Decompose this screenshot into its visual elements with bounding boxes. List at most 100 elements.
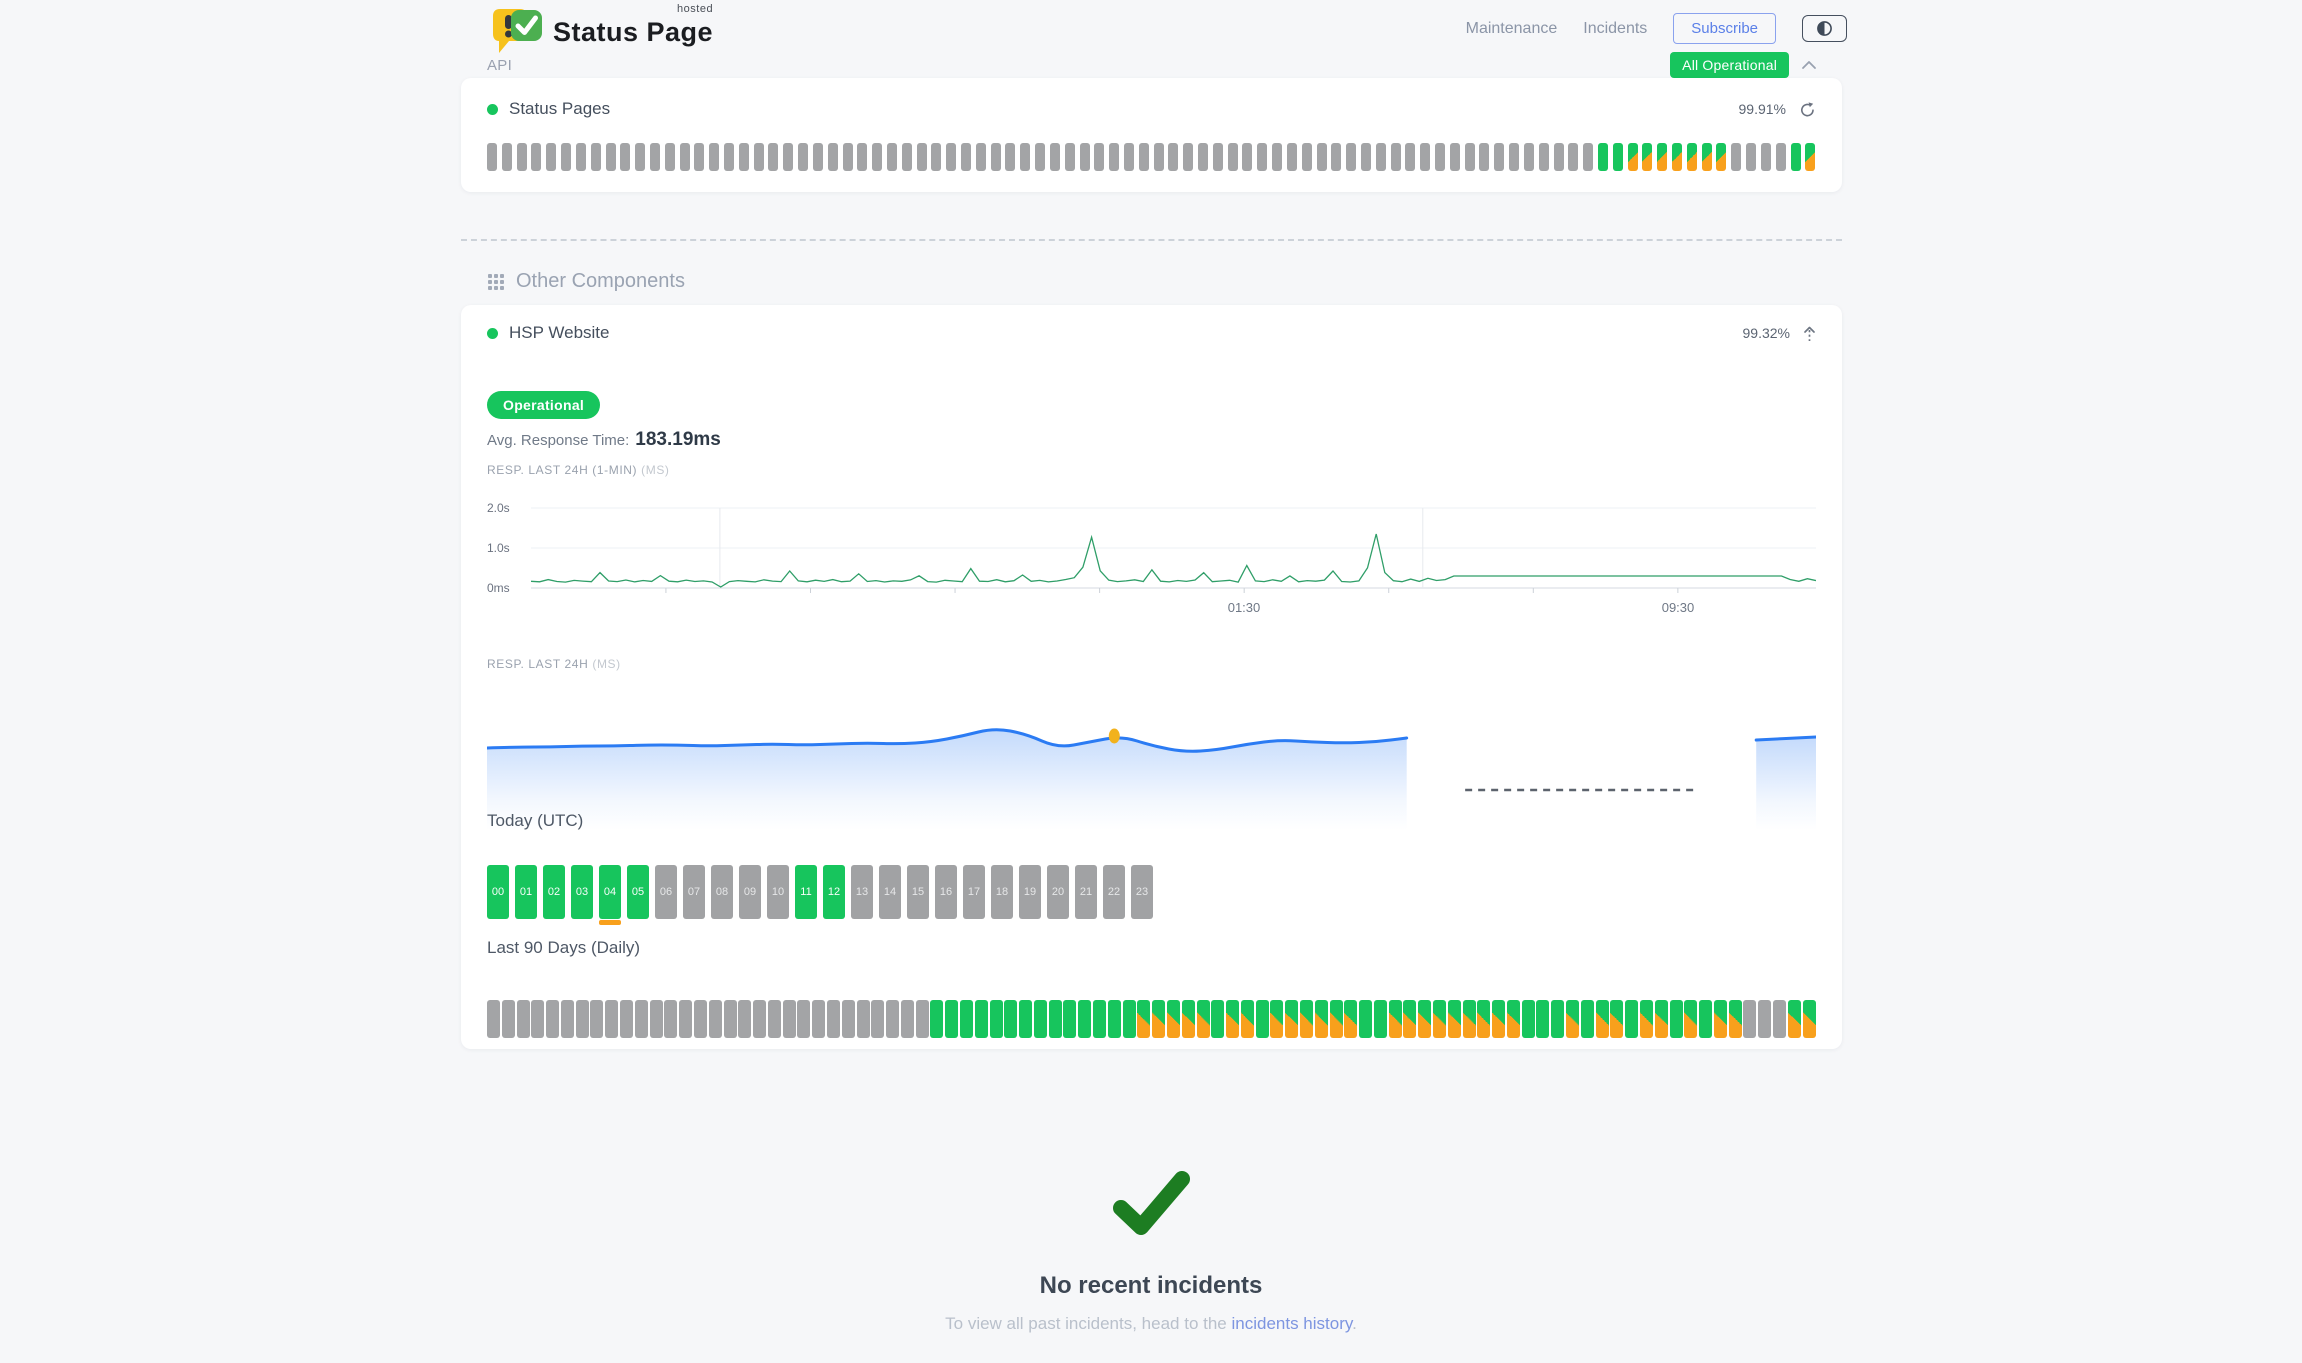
uptime-bar-nodata[interactable] bbox=[546, 143, 557, 171]
uptime-bar-degraded[interactable] bbox=[1462, 1000, 1476, 1038]
uptime-bar-degraded[interactable] bbox=[1344, 1000, 1358, 1038]
uptime-bar-degraded[interactable] bbox=[1226, 1000, 1240, 1038]
uptime-bar-up[interactable] bbox=[1048, 1000, 1062, 1038]
uptime-bar-nodata[interactable] bbox=[1553, 143, 1564, 171]
uptime-bar-degraded[interactable] bbox=[1477, 1000, 1491, 1038]
uptime-bar-nodata[interactable] bbox=[620, 143, 631, 171]
uptime-bar-nodata[interactable] bbox=[1109, 143, 1120, 171]
uptime-bar-degraded[interactable] bbox=[1713, 1000, 1727, 1038]
uptime-bar-nodata[interactable] bbox=[723, 1000, 737, 1038]
uptime-bar-nodata[interactable] bbox=[753, 143, 764, 171]
hour-block-09[interactable]: 09 bbox=[739, 865, 761, 919]
uptime-bar-up[interactable] bbox=[1790, 143, 1801, 171]
uptime-bar-nodata[interactable] bbox=[1479, 143, 1490, 171]
uptime-bar-nodata[interactable] bbox=[1731, 143, 1742, 171]
uptime-bar-up[interactable] bbox=[1078, 1000, 1092, 1038]
uptime-bar-nodata[interactable] bbox=[1746, 143, 1757, 171]
uptime-bar-nodata[interactable] bbox=[961, 143, 971, 171]
uptime-bar-nodata[interactable] bbox=[1494, 143, 1505, 171]
uptime-bar-nodata[interactable] bbox=[1464, 143, 1475, 171]
uptime-bar-nodata[interactable] bbox=[693, 1000, 707, 1038]
hour-block-22[interactable]: 22 bbox=[1103, 865, 1125, 919]
uptime-bar-nodata[interactable] bbox=[782, 1000, 796, 1038]
uptime-bar-nodata[interactable] bbox=[1138, 143, 1149, 171]
uptime-bar-degraded[interactable] bbox=[1492, 1000, 1506, 1038]
uptime-bar-up[interactable] bbox=[1521, 1000, 1535, 1038]
uptime-bar-nodata[interactable] bbox=[842, 143, 853, 171]
refresh-button[interactable] bbox=[1799, 101, 1816, 118]
uptime-bar-nodata[interactable] bbox=[826, 1000, 840, 1038]
uptime-bar-degraded[interactable] bbox=[1805, 143, 1816, 171]
nav-maintenance[interactable]: Maintenance bbox=[1465, 19, 1558, 37]
uptime-bar-nodata[interactable] bbox=[916, 143, 927, 171]
uptime-bar-nodata[interactable] bbox=[1094, 143, 1105, 171]
uptime-bar-up[interactable] bbox=[1373, 1000, 1387, 1038]
uptime-bar-nodata[interactable] bbox=[1079, 143, 1090, 171]
hour-block-10[interactable]: 10 bbox=[767, 865, 789, 919]
uptime-bar-up[interactable] bbox=[974, 1000, 988, 1038]
uptime-bar-degraded[interactable] bbox=[1181, 1000, 1195, 1038]
uptime-bar-nodata[interactable] bbox=[886, 143, 897, 171]
uptime-bar-degraded[interactable] bbox=[1684, 1000, 1698, 1038]
uptime-bar-up[interactable] bbox=[960, 1000, 973, 1038]
hour-block-00[interactable]: 00 bbox=[487, 865, 509, 919]
uptime-bar-degraded[interactable] bbox=[1329, 1000, 1343, 1038]
uptime-bar-degraded[interactable] bbox=[1166, 1000, 1180, 1038]
uptime-bar-degraded[interactable] bbox=[1642, 143, 1653, 171]
uptime-bar-degraded[interactable] bbox=[1240, 1000, 1254, 1038]
uptime-bar-nodata[interactable] bbox=[1568, 143, 1579, 171]
uptime-bar-nodata[interactable] bbox=[679, 1000, 693, 1038]
uptime-bar-degraded[interactable] bbox=[1196, 1000, 1210, 1038]
uptime-bar-nodata[interactable] bbox=[1375, 143, 1386, 171]
uptime-bar-nodata[interactable] bbox=[1123, 143, 1134, 171]
uptime-bar-nodata[interactable] bbox=[1286, 143, 1297, 171]
uptime-bar-up[interactable] bbox=[1004, 1000, 1018, 1038]
hour-block-16[interactable]: 16 bbox=[935, 865, 957, 919]
uptime-bar-degraded[interactable] bbox=[1728, 1000, 1742, 1038]
uptime-bar-degraded[interactable] bbox=[1447, 1000, 1461, 1038]
uptime-bar-nodata[interactable] bbox=[1758, 1000, 1772, 1038]
hour-block-14[interactable]: 14 bbox=[879, 865, 901, 919]
uptime-bar-nodata[interactable] bbox=[649, 1000, 663, 1038]
uptime-bar-nodata[interactable] bbox=[946, 143, 957, 171]
uptime-bar-nodata[interactable] bbox=[1049, 143, 1060, 171]
uptime-bar-nodata[interactable] bbox=[516, 143, 527, 171]
uptime-bar-up[interactable] bbox=[1255, 1000, 1269, 1038]
uptime-bar-up[interactable] bbox=[1699, 1000, 1713, 1038]
uptime-bar-degraded[interactable] bbox=[1137, 1000, 1151, 1038]
uptime-bar-degraded[interactable] bbox=[1388, 1000, 1402, 1038]
hour-block-08[interactable]: 08 bbox=[711, 865, 733, 919]
uptime-bar-nodata[interactable] bbox=[857, 143, 868, 171]
nav-incidents[interactable]: Incidents bbox=[1583, 19, 1648, 37]
uptime-bar-up[interactable] bbox=[945, 1000, 959, 1038]
hour-block-15[interactable]: 15 bbox=[907, 865, 929, 919]
uptime-bar-up[interactable] bbox=[1625, 1000, 1639, 1038]
uptime-bar-nodata[interactable] bbox=[1523, 143, 1534, 171]
uptime-bar-degraded[interactable] bbox=[1627, 143, 1638, 171]
uptime-bar-nodata[interactable] bbox=[1257, 143, 1268, 171]
hour-block-06[interactable]: 06 bbox=[655, 865, 677, 919]
uptime-bar-nodata[interactable] bbox=[886, 1000, 900, 1038]
uptime-bar-nodata[interactable] bbox=[1212, 143, 1223, 171]
hour-block-17[interactable]: 17 bbox=[963, 865, 985, 919]
uptime-bar-nodata[interactable] bbox=[1772, 1000, 1786, 1038]
uptime-bar-nodata[interactable] bbox=[768, 143, 779, 171]
uptime-bar-up[interactable] bbox=[1580, 1000, 1594, 1038]
uptime-bar-nodata[interactable] bbox=[1743, 1000, 1757, 1038]
uptime-bar-up[interactable] bbox=[1211, 1000, 1225, 1038]
uptime-bar-nodata[interactable] bbox=[1198, 143, 1208, 171]
hour-block-03[interactable]: 03 bbox=[571, 865, 593, 919]
uptime-bar-nodata[interactable] bbox=[590, 143, 601, 171]
uptime-bar-nodata[interactable] bbox=[1390, 143, 1401, 171]
uptime-bar-nodata[interactable] bbox=[738, 1000, 752, 1038]
hour-block-19[interactable]: 19 bbox=[1019, 865, 1041, 919]
uptime-bar-degraded[interactable] bbox=[1506, 1000, 1520, 1038]
uptime-bar-nodata[interactable] bbox=[1272, 143, 1283, 171]
uptime-bar-nodata[interactable] bbox=[1583, 143, 1594, 171]
uptime-bar-nodata[interactable] bbox=[561, 143, 572, 171]
uptime-bar-nodata[interactable] bbox=[516, 1000, 530, 1038]
uptime-bar-nodata[interactable] bbox=[1420, 143, 1431, 171]
uptime-bar-nodata[interactable] bbox=[975, 143, 986, 171]
uptime-bar-nodata[interactable] bbox=[1301, 143, 1312, 171]
uptime-bar-nodata[interactable] bbox=[620, 1000, 634, 1038]
